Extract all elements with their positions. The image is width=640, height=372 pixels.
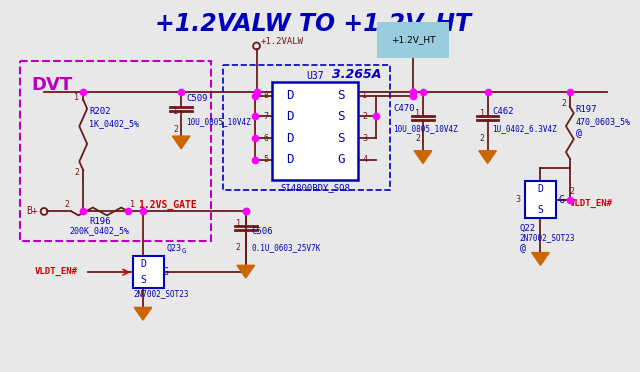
Text: B+: B+ — [26, 206, 38, 217]
Text: 1: 1 — [173, 107, 178, 116]
Text: 2: 2 — [236, 243, 241, 252]
Text: D: D — [538, 184, 543, 194]
Text: S: S — [337, 89, 344, 102]
Text: G: G — [337, 153, 344, 166]
Text: @: @ — [576, 128, 582, 138]
Text: 1: 1 — [236, 219, 241, 228]
Text: 4: 4 — [362, 155, 367, 164]
Text: 200K_0402_5%: 200K_0402_5% — [70, 227, 130, 235]
Text: 1: 1 — [130, 200, 135, 209]
Text: D: D — [286, 153, 294, 166]
Text: 1: 1 — [479, 109, 484, 118]
Polygon shape — [237, 265, 255, 278]
Text: 7: 7 — [263, 112, 268, 121]
Text: 2: 2 — [74, 168, 79, 177]
Text: SI4800BDY_SO8: SI4800BDY_SO8 — [280, 183, 350, 192]
Text: 470_0603_5%: 470_0603_5% — [576, 117, 631, 126]
Text: 1: 1 — [415, 109, 420, 118]
Polygon shape — [172, 136, 190, 149]
Text: 10U_0805_10V4Z: 10U_0805_10V4Z — [186, 117, 251, 126]
Text: D: D — [286, 110, 294, 123]
Text: VLDT_EN#: VLDT_EN# — [35, 267, 77, 276]
Text: 1K_0402_5%: 1K_0402_5% — [89, 119, 139, 128]
Text: C509: C509 — [186, 94, 207, 103]
Text: 1.2VS_GATE: 1.2VS_GATE — [138, 199, 197, 210]
Text: D: D — [140, 259, 146, 269]
Text: 0.1U_0603_25V7K: 0.1U_0603_25V7K — [252, 243, 321, 252]
FancyBboxPatch shape — [133, 257, 164, 288]
Text: S: S — [538, 205, 543, 215]
Text: C462: C462 — [493, 107, 514, 116]
Text: 2N7002_SOT23: 2N7002_SOT23 — [520, 233, 575, 243]
Text: 2: 2 — [173, 125, 178, 134]
Text: R197: R197 — [576, 105, 597, 114]
Text: D: D — [286, 89, 294, 102]
Polygon shape — [414, 151, 432, 163]
Text: 2: 2 — [570, 187, 575, 196]
Text: 1: 1 — [362, 92, 367, 100]
FancyBboxPatch shape — [272, 82, 358, 180]
Text: +1.2VALW TO +1.2V_HT: +1.2VALW TO +1.2V_HT — [156, 13, 472, 38]
Polygon shape — [479, 151, 497, 163]
Text: 10U_0805_10V4Z: 10U_0805_10V4Z — [394, 124, 458, 133]
Text: G: G — [163, 267, 168, 277]
Text: +1.2V_HT: +1.2V_HT — [391, 36, 435, 45]
Text: @: @ — [520, 243, 526, 253]
Text: R202: R202 — [89, 107, 111, 116]
Text: 2: 2 — [415, 134, 420, 142]
Text: 3: 3 — [362, 134, 367, 142]
Text: 2: 2 — [362, 112, 367, 121]
Text: R196: R196 — [89, 217, 111, 226]
Text: 5: 5 — [263, 155, 268, 164]
Polygon shape — [532, 253, 549, 265]
Text: S: S — [140, 275, 146, 285]
Text: U37: U37 — [307, 71, 324, 81]
FancyBboxPatch shape — [525, 181, 556, 218]
Text: 8: 8 — [263, 92, 268, 100]
Text: 6: 6 — [263, 134, 268, 142]
Text: DVT: DVT — [31, 76, 72, 94]
Text: S: S — [337, 132, 344, 145]
Text: 2: 2 — [479, 134, 484, 142]
Text: VLDT_EN#: VLDT_EN# — [570, 199, 613, 208]
Text: 1U_0402_6.3V4Z: 1U_0402_6.3V4Z — [493, 124, 557, 133]
Text: 3: 3 — [515, 195, 520, 204]
Text: S: S — [337, 110, 344, 123]
Text: C506: C506 — [252, 227, 273, 235]
Text: 2N7002_SOT23: 2N7002_SOT23 — [133, 289, 189, 298]
Text: G: G — [181, 248, 186, 254]
Text: 2: 2 — [65, 200, 70, 209]
Text: +1.2VALW: +1.2VALW — [260, 36, 303, 46]
Polygon shape — [134, 307, 152, 320]
Text: Q23: Q23 — [166, 244, 182, 253]
Text: 3.265A: 3.265A — [333, 68, 382, 81]
Text: D: D — [286, 132, 294, 145]
Text: Q22: Q22 — [520, 224, 536, 232]
Text: G: G — [558, 195, 564, 205]
Text: 1: 1 — [74, 93, 79, 102]
Text: C470: C470 — [394, 104, 415, 113]
Text: 2: 2 — [562, 99, 567, 108]
